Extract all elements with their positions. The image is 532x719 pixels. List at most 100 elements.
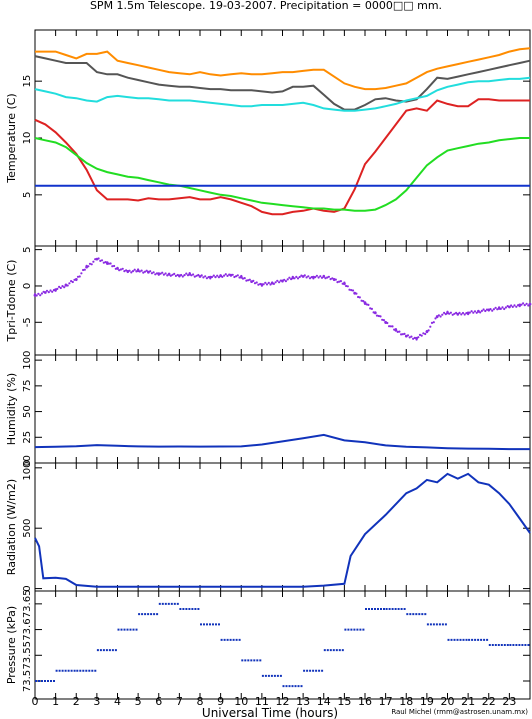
data-point bbox=[305, 276, 308, 279]
data-point bbox=[339, 280, 342, 283]
data-point bbox=[363, 301, 367, 305]
data-point bbox=[265, 283, 269, 286]
data-point bbox=[360, 299, 363, 302]
data-point bbox=[351, 289, 355, 292]
data-point bbox=[164, 272, 167, 275]
data-point bbox=[432, 321, 435, 324]
y-tick-label: 5 bbox=[22, 192, 33, 198]
figure-title: SPM 1.5m Telescope. 19-03-2007. Precipit… bbox=[90, 0, 442, 12]
y-axis-label: Pressure (kPa) bbox=[5, 606, 18, 684]
data-point bbox=[113, 264, 116, 268]
data-point bbox=[373, 311, 377, 315]
data-point bbox=[391, 325, 394, 328]
data-point bbox=[338, 280, 341, 283]
data-point bbox=[403, 332, 406, 335]
data-point bbox=[320, 276, 324, 279]
panel-frame bbox=[34, 245, 531, 356]
data-point bbox=[381, 318, 384, 321]
data-point bbox=[257, 283, 260, 286]
data-point bbox=[456, 312, 460, 316]
data-point bbox=[429, 325, 432, 328]
y-tick-label: 75 bbox=[22, 379, 33, 392]
data-point bbox=[248, 278, 251, 281]
data-point bbox=[195, 274, 198, 277]
data-point bbox=[424, 332, 427, 336]
data-point bbox=[501, 306, 504, 309]
data-point bbox=[39, 294, 42, 297]
data-point bbox=[236, 274, 239, 277]
y-tick-label: 10 bbox=[22, 132, 33, 145]
data-point bbox=[154, 273, 157, 276]
data-point bbox=[49, 289, 52, 292]
x-axis-label: Universal Time (hours) bbox=[202, 706, 338, 719]
data-point bbox=[63, 286, 66, 289]
data-point bbox=[511, 305, 514, 308]
data-point bbox=[267, 281, 270, 284]
panel-1: 5 10 15 Temperature (C) bbox=[5, 29, 531, 247]
series-1 bbox=[35, 47, 531, 91]
y-axis-label: Tpri-Tdome (C) bbox=[5, 260, 18, 343]
data-point bbox=[61, 285, 64, 288]
data-point bbox=[308, 277, 312, 280]
data-point bbox=[43, 291, 47, 294]
data-point bbox=[131, 270, 135, 273]
x-tick-label: 21 bbox=[461, 695, 475, 708]
data-point bbox=[255, 281, 258, 284]
data-point bbox=[162, 273, 165, 276]
data-point bbox=[198, 275, 202, 278]
series-line bbox=[34, 55, 531, 111]
x-tick-label: 23 bbox=[502, 695, 516, 708]
data-point bbox=[212, 274, 215, 277]
data-point bbox=[102, 261, 105, 264]
x-tick-label: 17 bbox=[379, 695, 393, 708]
x-tick-label: 9 bbox=[217, 695, 224, 708]
data-point bbox=[235, 275, 238, 278]
data-point bbox=[224, 273, 227, 276]
x-tick-label: 6 bbox=[155, 695, 162, 708]
data-point bbox=[388, 325, 391, 328]
data-point bbox=[85, 265, 88, 269]
data-point bbox=[518, 303, 522, 307]
data-point bbox=[204, 275, 207, 278]
x-tick-label: 15 bbox=[337, 695, 351, 708]
data-point bbox=[47, 291, 50, 294]
series-line bbox=[34, 98, 530, 216]
data-point bbox=[270, 281, 274, 285]
data-point bbox=[343, 282, 346, 286]
data-point bbox=[312, 275, 315, 279]
data-point bbox=[525, 302, 528, 305]
x-tick-label: 19 bbox=[420, 695, 434, 708]
data-point bbox=[435, 315, 439, 318]
data-point bbox=[70, 280, 73, 283]
data-point bbox=[319, 275, 322, 278]
x-tick-label: 11 bbox=[255, 695, 269, 708]
data-point bbox=[136, 269, 140, 273]
data-point bbox=[329, 278, 332, 281]
data-point bbox=[192, 273, 195, 276]
data-point bbox=[205, 277, 208, 280]
panel-frame bbox=[34, 354, 531, 464]
data-point bbox=[348, 288, 351, 291]
panel-3: 0 25 50 75 100 Humidity (%) bbox=[5, 351, 531, 466]
data-point bbox=[425, 330, 429, 334]
data-point bbox=[494, 306, 497, 309]
data-point bbox=[487, 308, 491, 312]
data-point bbox=[78, 275, 81, 278]
data-point bbox=[513, 304, 516, 307]
data-point bbox=[382, 319, 385, 322]
data-point bbox=[99, 259, 102, 262]
data-point bbox=[241, 277, 245, 280]
series-3 bbox=[34, 76, 531, 112]
data-point bbox=[167, 272, 171, 276]
data-point bbox=[219, 274, 223, 278]
data-point bbox=[223, 274, 226, 277]
data-point bbox=[332, 278, 336, 281]
x-tick-label: 7 bbox=[176, 695, 183, 708]
data-point bbox=[269, 283, 272, 286]
x-axis: 0 1 2 3 4 5 6 7 8 9 10 11 12 13 14 15 16 17 18 19 20 21 22 23 bbox=[32, 695, 517, 708]
data-point bbox=[92, 260, 95, 263]
series-line bbox=[34, 472, 531, 588]
x-tick-label: 8 bbox=[197, 695, 204, 708]
y-tick-label: 15 bbox=[22, 75, 33, 88]
